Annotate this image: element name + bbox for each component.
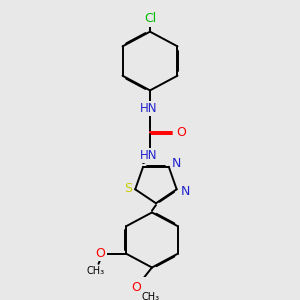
Text: O: O xyxy=(176,126,186,139)
Text: N: N xyxy=(181,184,190,198)
Text: HN: HN xyxy=(140,102,158,115)
Text: Cl: Cl xyxy=(144,12,156,25)
Text: S: S xyxy=(124,182,132,195)
Text: CH₃: CH₃ xyxy=(142,292,160,300)
Text: O: O xyxy=(95,247,105,260)
Text: O: O xyxy=(131,281,141,294)
Text: N: N xyxy=(172,157,182,169)
Text: CH₃: CH₃ xyxy=(86,266,105,276)
Text: HN: HN xyxy=(140,149,158,162)
